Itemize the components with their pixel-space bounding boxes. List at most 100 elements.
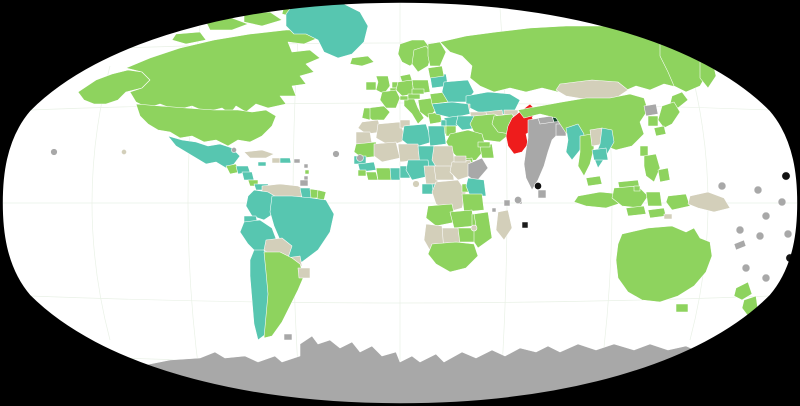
region-jamaica [257,161,267,167]
region-suriname [309,188,319,199]
region-indonesia [573,191,625,209]
region-mauritius [521,221,529,229]
region-madagascar [495,209,513,241]
region-philippines [657,167,671,183]
region-seychelles [503,199,511,207]
region-new-caledonia [733,239,747,251]
region-angola [425,203,457,227]
region-libya [401,123,433,149]
region-indonesia [625,205,647,217]
region-south-africa [427,241,479,273]
region-saudi-arabia [445,129,487,163]
region-morocco [357,119,383,135]
region-niger [397,143,421,163]
region-new-zealand [733,281,753,301]
region-china [517,93,649,151]
region-zambia [449,209,475,229]
region-czechia [411,88,425,95]
region-austria [407,93,421,100]
region-lesser-antilles [303,163,309,169]
region-nicaragua [241,171,255,181]
region-japan [657,101,681,129]
region-somalia [467,157,489,183]
region-indonesia [647,207,667,219]
region-east-timor [663,213,673,220]
region-united-states [135,103,277,147]
region-indonesia [645,191,663,207]
region-trinidad-and-tobago [299,179,309,187]
region-puerto-rico [293,158,301,164]
island-marker [741,263,751,273]
region-eritrea [453,155,467,163]
region-liberia [365,171,379,181]
region-cuba [243,149,275,159]
region-sweden [411,45,433,73]
region-japan [653,125,667,137]
region-indonesia [665,193,691,211]
island-marker [412,180,420,188]
region-switzerland [399,95,409,101]
region-falklands [283,333,293,341]
island-marker [121,149,127,155]
region-algeria [375,121,407,147]
island-marker [470,224,478,232]
region-kenya [465,177,487,197]
region-comoros [491,207,497,213]
region-philippines [643,153,661,183]
region-french-guiana [316,189,327,201]
region-dr-congo [431,179,467,213]
region-mexico [167,135,241,169]
region-ivory-coast [375,167,393,181]
island-marker [231,147,237,153]
region-turkey [431,101,471,119]
island-marker [356,154,364,162]
region-france [379,89,401,109]
region-nigeria [405,159,431,181]
island-marker [761,211,771,221]
region-portugal [361,107,371,121]
region-australia [615,225,713,303]
region-ghana [389,167,401,181]
region-myanmar [565,123,585,161]
region-south-korea [647,115,659,127]
region-uruguay [297,267,311,279]
island-marker [332,150,340,158]
island-marker [777,197,787,207]
island-marker [534,182,542,190]
region-guinea [357,161,377,173]
island-marker [514,196,522,204]
region-brunei [633,185,641,192]
region-mauritania [353,141,381,159]
region-ireland [365,81,377,91]
region-papua-new-guinea [687,191,731,213]
region-central-african-republic [433,165,455,181]
island-marker [755,231,765,241]
region-cambodia [591,147,609,161]
island-marker [781,171,791,181]
region-sierra-leone [357,169,367,177]
region-tanzania [461,193,485,213]
island-marker [761,273,771,283]
region-argentina [263,251,305,339]
region-mali [373,141,401,163]
region-iceland [349,55,375,67]
region-haiti [271,157,281,164]
region-italy [403,97,425,125]
island-marker [50,148,58,156]
island-marker [717,181,727,191]
region-malaysia [585,175,603,187]
country-polygons [50,2,795,404]
region-lebanon [440,119,447,127]
region-taiwan [639,145,649,157]
region-tasmania [675,303,689,313]
region-lesser-antilles [304,169,310,175]
region-dominican-republic [279,157,292,164]
island-marker [735,225,745,235]
island-marker [753,185,763,195]
region-western-sahara [355,131,373,145]
region-canada [171,31,207,45]
